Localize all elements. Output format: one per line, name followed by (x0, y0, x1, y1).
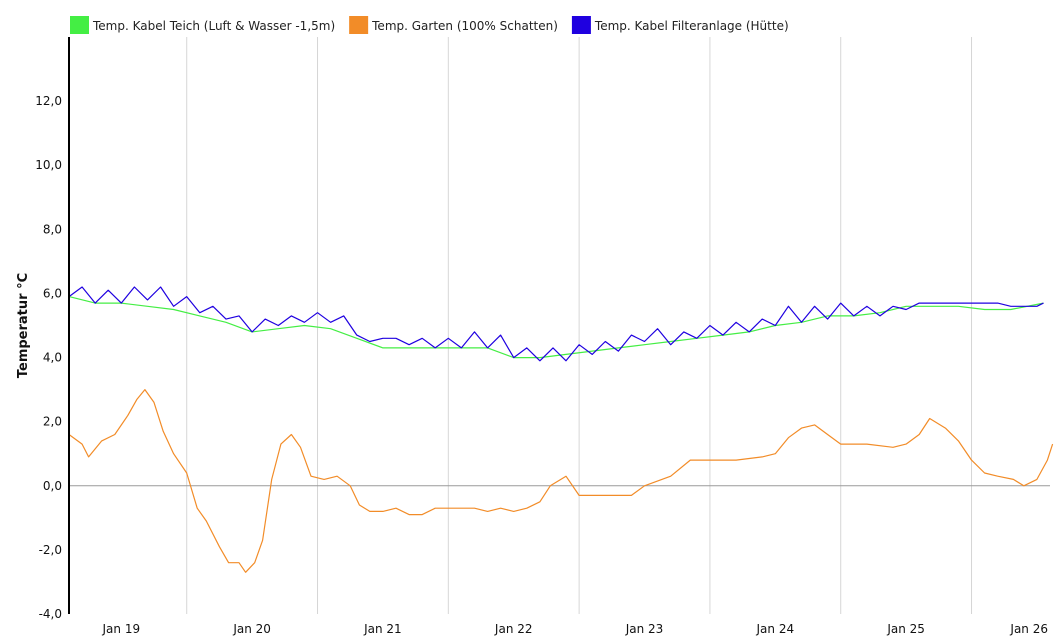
series-line-2 (68, 389, 1054, 573)
y-tick-label: -4,0 (39, 607, 62, 621)
legend-label-3: Temp. Kabel Filteranlage (Hütte) (594, 19, 789, 33)
series-lines (68, 286, 1054, 573)
x-tick-label: Jan 26 (1009, 622, 1048, 636)
grid-lines (69, 37, 1050, 614)
legend-label-1: Temp. Kabel Teich (Luft & Wasser -1,5m) (92, 19, 335, 33)
x-tick-label: Jan 25 (886, 622, 925, 636)
legend-label-2: Temp. Garten (100% Schatten) (371, 19, 558, 33)
series-line-3 (68, 286, 1044, 362)
y-axis-label: Temperatur °C (16, 273, 31, 378)
x-tick-label: Jan 23 (625, 622, 664, 636)
y-axis-ticks: -4,0 -2,0 0,0 2,0 4,0 6,0 8,0 10,0 12,0 (35, 94, 62, 621)
y-tick-label: 0,0 (43, 479, 62, 493)
x-tick-label: Jan 24 (756, 622, 795, 636)
y-tick-label: 6,0 (43, 286, 62, 300)
x-tick-label: Jan 21 (363, 622, 402, 636)
y-tick-label: 10,0 (35, 158, 62, 172)
legend-swatch-2 (349, 16, 369, 34)
x-axis-ticks: Jan 19 Jan 20 Jan 21 Jan 22 Jan 23 Jan 24 Jan … (102, 622, 1048, 636)
y-tick-label: 12,0 (35, 94, 62, 108)
legend-swatch-3 (571, 16, 591, 34)
y-tick-label: 8,0 (43, 222, 62, 236)
y-tick-label: 4,0 (43, 351, 62, 365)
x-tick-label: Jan 19 (102, 622, 141, 636)
series-line-1 (68, 296, 1044, 359)
y-tick-label: -2,0 (39, 543, 62, 557)
x-tick-label: Jan 22 (494, 622, 533, 636)
legend-swatch-1 (70, 16, 89, 34)
legend: Temp. Kabel Teich (Luft & Wasser -1,5m) T… (70, 16, 789, 34)
y-tick-label: 2,0 (43, 415, 62, 429)
x-tick-label: Jan 20 (232, 622, 271, 636)
